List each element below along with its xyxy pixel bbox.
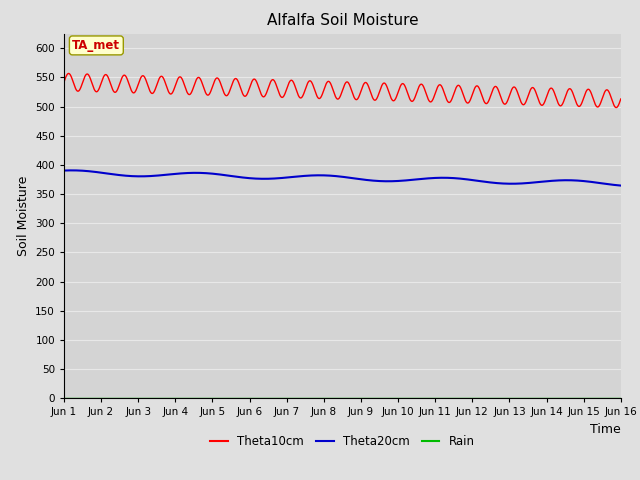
X-axis label: Time: Time [590, 423, 621, 436]
Legend: Theta10cm, Theta20cm, Rain: Theta10cm, Theta20cm, Rain [205, 430, 479, 453]
Title: Alfalfa Soil Moisture: Alfalfa Soil Moisture [267, 13, 418, 28]
Text: TA_met: TA_met [72, 39, 120, 52]
Y-axis label: Soil Moisture: Soil Moisture [17, 176, 29, 256]
